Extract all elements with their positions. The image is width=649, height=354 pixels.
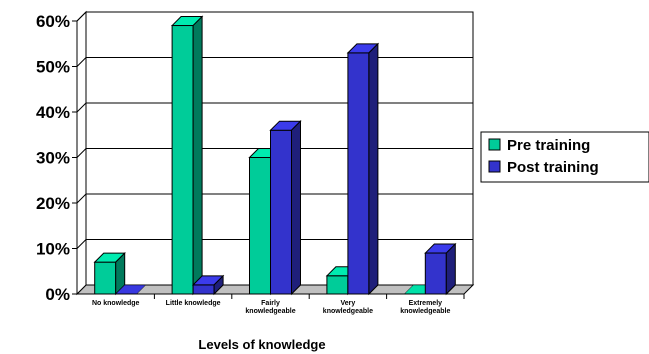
y-tick-label: 20%: [36, 194, 70, 213]
y-tick-label: 40%: [36, 103, 70, 122]
legend-swatch: [488, 160, 501, 173]
bar-front: [94, 261, 117, 295]
bar-pre-training: [93, 251, 126, 296]
gridline: [76, 148, 473, 158]
bar-front: [270, 129, 292, 295]
gridline: [76, 57, 473, 67]
bar-front: [326, 275, 349, 295]
bar-side: [291, 119, 301, 296]
bar-post-training: [346, 42, 380, 296]
legend-label: Pre training: [507, 137, 590, 154]
y-tick-label: 50%: [36, 58, 70, 77]
y-axis-ticks: 0% 10% 20% 30% 40% 50% 60%: [36, 12, 78, 304]
bar-side: [192, 15, 203, 296]
y-tick-label: 0%: [45, 285, 70, 304]
legend-swatch: [488, 138, 501, 151]
x-tick-label: Little knowledge: [166, 300, 221, 307]
legend-label: Post training: [507, 159, 599, 176]
x-tick-label: Extremely knowledgeable: [400, 300, 450, 315]
bar-front: [424, 252, 447, 295]
bar-front: [192, 284, 215, 295]
bar-pre-training: [170, 15, 204, 296]
x-tick-label: No knowledge: [92, 300, 140, 307]
gridlines: [76, 11, 473, 249]
bar-post-training: [269, 119, 302, 296]
bar-post-training: [424, 242, 457, 296]
y-tick-label: 60%: [36, 12, 70, 31]
gridline: [76, 193, 473, 204]
bar-side: [445, 242, 456, 296]
bars: [93, 15, 457, 296]
bar-post-training: [191, 274, 225, 296]
y-tick-label: 30%: [36, 149, 70, 168]
bar-side: [368, 42, 379, 296]
gridline: [76, 102, 473, 113]
x-axis-label: Levels of knowledge: [198, 337, 325, 352]
x-tick-label: Fairly knowledgeable: [245, 300, 295, 315]
x-axis-ticks: No knowledge Little knowledge Fairly knowle…: [77, 293, 465, 315]
bar-front: [171, 25, 194, 295]
gridline: [76, 11, 473, 22]
y-tick-label: 10%: [36, 240, 70, 259]
x-tick-label: Very knowledgeable: [323, 300, 373, 315]
legend-box: [480, 131, 649, 183]
gridline: [76, 239, 473, 249]
legend: Pre training Post training: [480, 131, 649, 183]
bar-front: [249, 157, 271, 295]
bar-side: [213, 274, 224, 296]
bar-front: [347, 52, 370, 295]
